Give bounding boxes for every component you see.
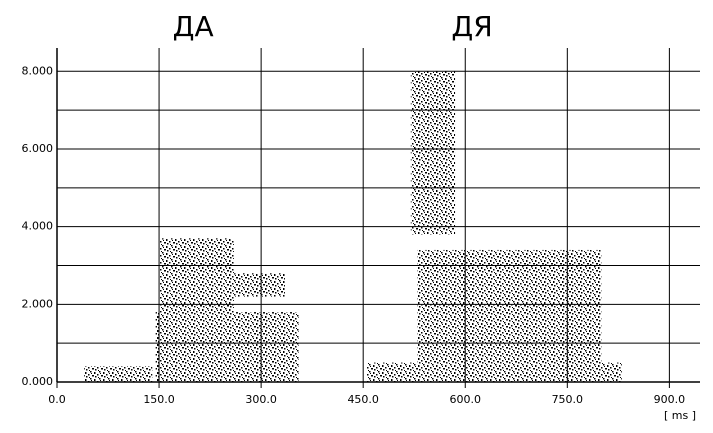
- annotation: ДА: [173, 10, 214, 43]
- x-tick-label: 750.0: [552, 393, 584, 406]
- y-tick-label: 0.000: [22, 375, 54, 388]
- energy-region: [84, 366, 153, 382]
- y-tick-label: 2.000: [22, 297, 54, 310]
- x-unit-label: [ ms ]: [664, 409, 696, 422]
- energy-region: [159, 238, 234, 313]
- energy-region: [417, 249, 602, 363]
- y-tick-label: 6.000: [22, 142, 54, 155]
- x-tick-label: 0.0: [48, 393, 66, 406]
- energy-region: [233, 273, 285, 297]
- x-tick-label: 600.0: [450, 393, 482, 406]
- x-tick-label: 300.0: [245, 393, 277, 406]
- x-tick-label: 900.0: [654, 393, 686, 406]
- energy-region: [410, 71, 456, 235]
- y-tick-label: 8.000: [22, 64, 54, 77]
- y-tick-label: 4.000: [22, 220, 54, 233]
- energy-region: [155, 312, 299, 382]
- energy-region: [366, 362, 622, 382]
- x-tick-label: 450.0: [347, 393, 379, 406]
- x-tick-label: 150.0: [143, 393, 175, 406]
- annotation: ДЯ: [451, 10, 492, 43]
